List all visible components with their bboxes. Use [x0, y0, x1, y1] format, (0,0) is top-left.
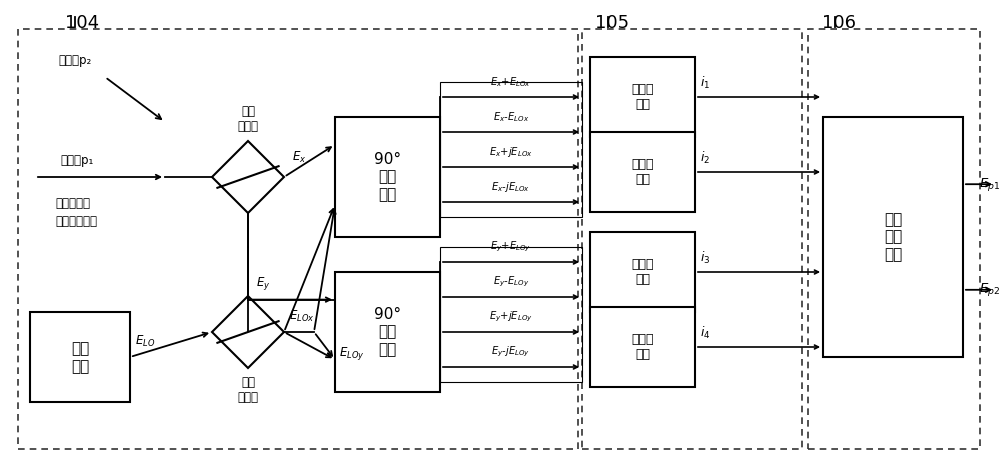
Text: $E_{LOy}$: $E_{LOy}$ — [339, 345, 364, 361]
Polygon shape — [212, 296, 284, 368]
Text: $E_x$: $E_x$ — [292, 150, 306, 165]
Bar — [440, 247, 582, 382]
Text: 偏振态p₂: 偏振态p₂ — [58, 54, 91, 67]
Bar — [440, 82, 582, 217]
Bar — [30, 312, 130, 402]
Text: $i_2$: $i_2$ — [700, 150, 710, 166]
Bar — [590, 57, 695, 137]
Bar — [18, 29, 578, 449]
Bar — [590, 307, 695, 387]
Text: $E_y$-$E_{LOy}$: $E_y$-$E_{LOy}$ — [493, 275, 529, 289]
Text: $E_y$+$E_{LOy}$: $E_y$+$E_{LOy}$ — [490, 240, 532, 254]
Text: $E_{LO}$: $E_{LO}$ — [135, 334, 155, 349]
Text: $E_x$+$jE_{LOx}$: $E_x$+$jE_{LOx}$ — [489, 145, 533, 159]
Bar — [808, 29, 980, 449]
Bar — [590, 132, 695, 212]
Bar — [335, 117, 440, 237]
Bar — [823, 117, 963, 357]
Text: 平衡探
测器: 平衡探 测器 — [631, 258, 654, 286]
Bar — [582, 29, 802, 449]
Text: $i_4$: $i_4$ — [700, 325, 710, 341]
Text: 105: 105 — [595, 14, 629, 32]
Text: $E_{p2}$: $E_{p2}$ — [979, 281, 1000, 298]
Text: $i_3$: $i_3$ — [700, 250, 710, 266]
Text: $E_x$+$E_{LOx}$: $E_x$+$E_{LOx}$ — [490, 75, 532, 89]
Text: 90°
光混
频器: 90° 光混 频器 — [374, 152, 401, 202]
Text: $E_{LOx}$: $E_{LOx}$ — [289, 309, 314, 324]
Text: 偏振
分束器: 偏振 分束器 — [238, 105, 258, 133]
Text: 平衡探
测器: 平衡探 测器 — [631, 83, 654, 111]
Text: 偏振
分束器: 偏振 分束器 — [238, 376, 258, 404]
Bar — [335, 272, 440, 392]
Text: 信号: 信号 — [71, 360, 89, 375]
Text: $E_y$: $E_y$ — [256, 275, 270, 291]
Bar — [590, 232, 695, 312]
Text: $E_{p1}$: $E_{p1}$ — [979, 176, 1000, 193]
Text: $E_x$-$jE_{LOx}$: $E_x$-$jE_{LOx}$ — [491, 180, 531, 194]
Text: 106: 106 — [822, 14, 856, 32]
Text: $E_y$-$jE_{LOy}$: $E_y$-$jE_{LOy}$ — [491, 345, 531, 359]
Text: 偏振态p₁: 偏振态p₁ — [60, 154, 93, 167]
Text: 数字
信号
处理: 数字 信号 处理 — [884, 212, 902, 262]
Text: $E_x$-$E_{LOx}$: $E_x$-$E_{LOx}$ — [493, 110, 529, 124]
Text: 复用信号输入: 复用信号输入 — [55, 215, 97, 228]
Text: $i_1$: $i_1$ — [700, 75, 710, 91]
Polygon shape — [212, 141, 284, 213]
Text: 90°
光混
频器: 90° 光混 频器 — [374, 307, 401, 357]
Text: 非正交偏振: 非正交偏振 — [55, 197, 90, 210]
Text: 本振: 本振 — [71, 341, 89, 356]
Text: 平衡探
测器: 平衡探 测器 — [631, 158, 654, 186]
Text: 平衡探
测器: 平衡探 测器 — [631, 333, 654, 361]
Text: 104: 104 — [65, 14, 99, 32]
Text: $E_y$+$jE_{LOy}$: $E_y$+$jE_{LOy}$ — [489, 310, 533, 324]
